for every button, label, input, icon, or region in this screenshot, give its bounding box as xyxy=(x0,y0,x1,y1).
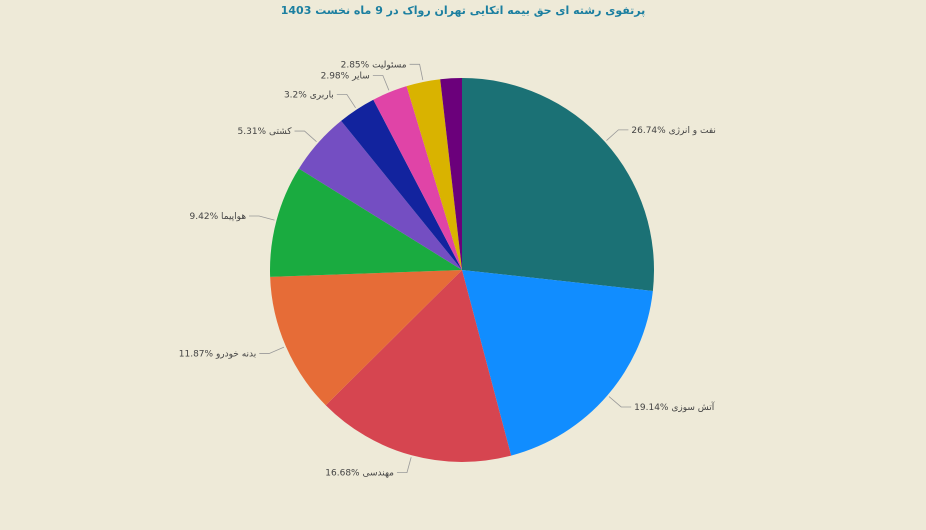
data-label-value: 2.85% xyxy=(341,60,370,70)
data-label: 16.68% مهندسی xyxy=(325,468,394,478)
data-label-category: سایر xyxy=(351,71,370,81)
data-label-value: 16.68% xyxy=(325,468,360,478)
leader-line xyxy=(372,75,390,91)
data-label: 19.14% آتش سوزی xyxy=(634,400,715,412)
data-label: 9.42% هواپیما xyxy=(190,211,247,221)
pie-slice xyxy=(270,168,462,277)
data-label-category: نفت و انرژی xyxy=(669,125,716,135)
leader-line xyxy=(409,63,424,81)
leader-line xyxy=(259,346,285,354)
pie-slice xyxy=(462,270,653,456)
data-label: 5.31% کشتی xyxy=(238,127,293,137)
leader-line xyxy=(396,457,412,474)
pie-slice xyxy=(373,86,462,271)
data-label-value: 3.2% xyxy=(284,90,307,100)
data-label-category: آتش سوزی xyxy=(671,400,714,412)
data-label: 2.98% سایر xyxy=(321,71,370,81)
pie-slice xyxy=(325,270,512,463)
data-label: 26.74% نفت و انرژی xyxy=(631,125,716,135)
data-label: 2.85% مسئولیت xyxy=(341,60,407,70)
data-label-value: 9.42% xyxy=(190,211,219,221)
data-label: 3.2% باربری xyxy=(284,90,334,100)
data-label-value: 5.31% xyxy=(238,127,267,137)
data-label-value: 2.98% xyxy=(321,71,350,81)
data-label-value: 26.74% xyxy=(631,125,666,135)
pie-slice xyxy=(270,270,462,406)
data-label-category: باربری xyxy=(310,90,334,100)
data-label-category: بدنه خودرو xyxy=(215,349,256,359)
leader-line xyxy=(294,130,317,142)
leader-line xyxy=(608,396,632,408)
data-label-value: 11.87% xyxy=(179,349,214,359)
data-label-category: مهندسی xyxy=(363,468,395,478)
data-label-value: 19.14% xyxy=(634,402,669,412)
pie-slice xyxy=(341,99,462,271)
data-label: 11.87% بدنه خودرو xyxy=(179,349,257,359)
pie-slice xyxy=(298,120,462,271)
data-label-category: کشتی xyxy=(269,127,292,137)
leader-line xyxy=(336,94,356,109)
leader-line xyxy=(249,215,275,221)
pie-slice xyxy=(440,78,462,270)
chart-title: پرتفوی رشته ای حق بیمه اتکایی تهران رواک… xyxy=(281,4,646,17)
data-label-category: هواپیما xyxy=(221,211,246,221)
pie-slice xyxy=(462,78,654,291)
data-label-category: مسئولیت xyxy=(372,60,407,70)
leader-line xyxy=(606,129,629,141)
pie-slice xyxy=(406,79,462,270)
